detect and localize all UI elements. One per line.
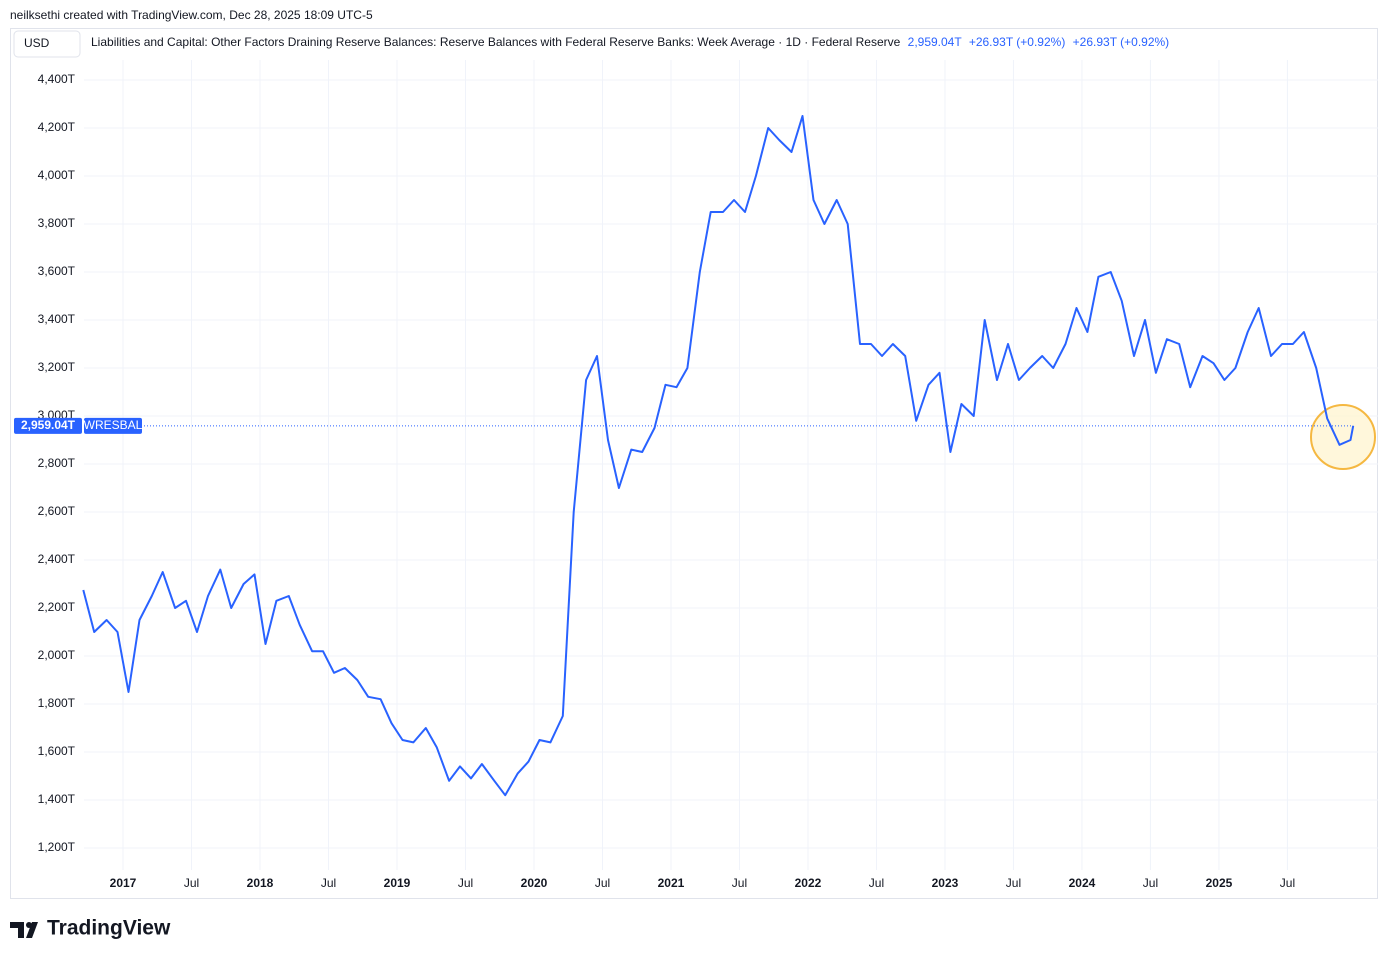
y-tick-label: 1,400T [38, 792, 76, 806]
grid [84, 60, 1378, 870]
x-tick-label: 2023 [932, 876, 959, 890]
x-tick-label: 2024 [1069, 876, 1096, 890]
y-tick-label: 1,600T [38, 744, 76, 758]
y-tick-label: 4,200T [38, 120, 76, 134]
last-value: 2,959.04T [907, 35, 962, 49]
x-tick-label: Jul [184, 876, 199, 890]
currency[interactable]: USD [24, 36, 50, 50]
x-tick-label: Jul [458, 876, 473, 890]
legend-line: Liabilities and Capital: Other Factors D… [91, 35, 1170, 49]
change: +26.93T (+0.92%) [1072, 35, 1170, 49]
last-price-box [14, 417, 82, 434]
x-tick-label: 2020 [521, 876, 548, 890]
last-price-label: 2,959.04T [21, 418, 76, 432]
highlight-circle [1310, 404, 1376, 470]
x-tick-label: 2018 [247, 876, 274, 890]
interval: 1D [785, 35, 801, 49]
y-tick-label: 3,600T [38, 264, 76, 278]
series-name-box [84, 417, 142, 434]
y-tick-label: 1,200T [38, 840, 76, 854]
x-tick-label: 2022 [795, 876, 822, 890]
series-name: WRESBAL [84, 418, 143, 432]
credit: neilksethi created with TradingView.com,… [10, 8, 373, 22]
y-tick-label: 2,800T [38, 456, 76, 470]
y-tick-label: 2,600T [38, 504, 76, 518]
x-tick-label: Jul [869, 876, 884, 890]
source: Federal Reserve [811, 35, 901, 49]
series-line [82, 115, 1355, 797]
x-tick-label: Jul [1006, 876, 1021, 890]
y-tick-label: 3,800T [38, 216, 76, 230]
y-tick-label: 2,000T [38, 648, 76, 662]
x-tick-label: 2019 [384, 876, 411, 890]
y-tick-label: 2,200T [38, 600, 76, 614]
currency-box[interactable] [13, 30, 81, 58]
y-tick-label: 2,400T [38, 552, 76, 566]
x-tick-label: 2021 [658, 876, 685, 890]
y-tick-label: 4,400T [38, 72, 76, 86]
x-tick-label: 2017 [110, 876, 137, 890]
x-tick-label: Jul [595, 876, 610, 890]
x-tick-label: 2025 [1206, 876, 1233, 890]
logo-text: TradingView [47, 917, 171, 940]
logo-icon [10, 922, 38, 938]
x-tick-label: Jul [1143, 876, 1158, 890]
y-tick-label: 3,200T [38, 360, 76, 374]
series-title: Liabilities and Capital: Other Factors D… [91, 35, 775, 49]
x-tick-label: Jul [732, 876, 747, 890]
y-tick-label: 3,400T [38, 312, 76, 326]
x-tick-label: Jul [321, 876, 336, 890]
y-tick-label: 1,800T [38, 696, 76, 710]
change: +26.93T (+0.92%) [968, 35, 1066, 49]
y-tick-label: 4,000T [38, 168, 76, 182]
x-tick-label: Jul [1280, 876, 1295, 890]
